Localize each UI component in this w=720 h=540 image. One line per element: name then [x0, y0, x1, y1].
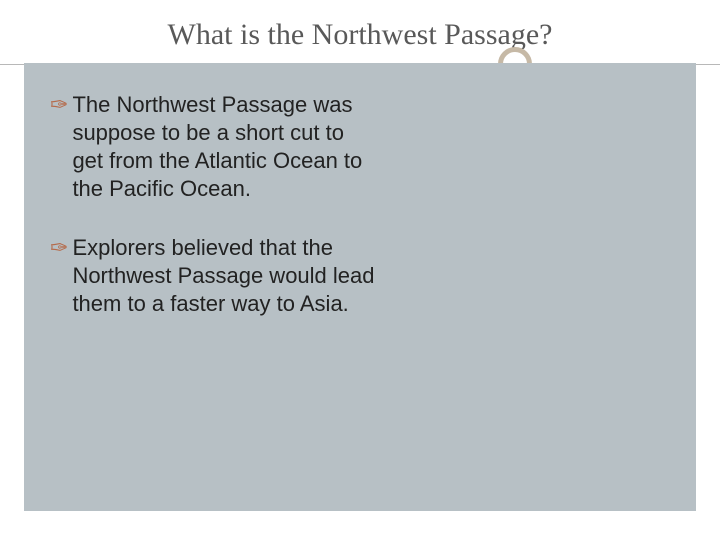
bullet-icon: ✑	[50, 234, 68, 263]
bullet-item: ✑ Explorers believed that the Northwest …	[50, 234, 380, 318]
content-area: ✑ The Northwest Passage was suppose to b…	[24, 63, 696, 511]
bullet-item: ✑ The Northwest Passage was suppose to b…	[50, 91, 380, 204]
title-area: What is the Northwest Passage?	[0, 0, 720, 64]
slide-container: What is the Northwest Passage? ✑ The Nor…	[0, 0, 720, 540]
bullet-icon: ✑	[50, 91, 68, 120]
bullet-text: The Northwest Passage was suppose to be …	[72, 91, 380, 204]
bullet-text: Explorers believed that the Northwest Pa…	[72, 234, 380, 318]
slide-title: What is the Northwest Passage?	[40, 18, 680, 52]
